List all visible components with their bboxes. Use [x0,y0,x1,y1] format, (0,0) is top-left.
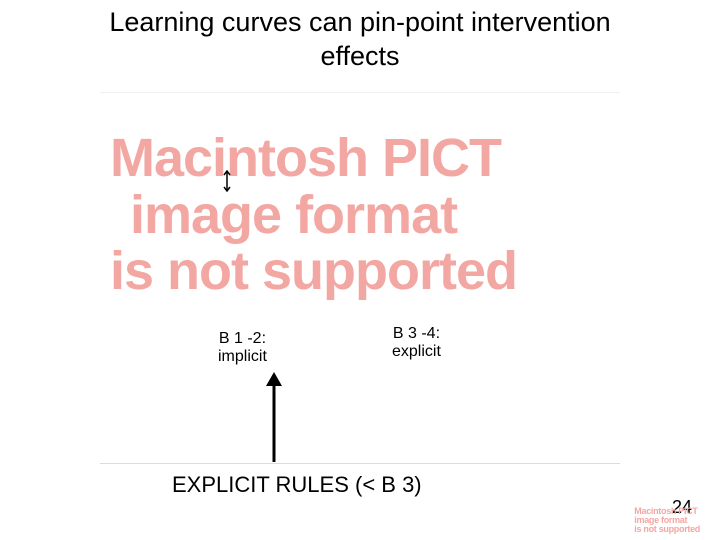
mini-pict-line-3: is not supported [634,525,700,534]
label-explicit-line2: explicit [392,343,441,361]
caption-explicit-rules: EXPLICIT RULES (< B 3) [172,472,422,498]
label-implicit: B 1 -2: implicit [218,330,267,367]
pict-line-3: is not supported [110,243,650,300]
slide: Learning curves can pin-point interventi… [0,0,720,540]
label-implicit-line1: B 1 -2: [218,330,267,348]
pict-line-1: Macintosh PICT [110,130,650,187]
label-explicit-line1: B 3 -4: [392,325,441,343]
title-line-1: Learning curves can pin-point interventi… [109,7,610,37]
label-implicit-line2: implicit [218,348,267,366]
pict-placeholder: Macintosh PICT image format is not suppo… [110,130,650,300]
mini-pict-placeholder: Macintosh PICT image format is not suppo… [634,507,700,534]
slide-title: Learning curves can pin-point interventi… [0,6,720,74]
up-arrow-icon [264,372,284,462]
double-vertical-arrow-icon [222,170,232,192]
title-line-2: effects [320,41,399,71]
pict-line-2: image format [110,187,650,244]
label-explicit: B 3 -4: explicit [392,325,441,362]
